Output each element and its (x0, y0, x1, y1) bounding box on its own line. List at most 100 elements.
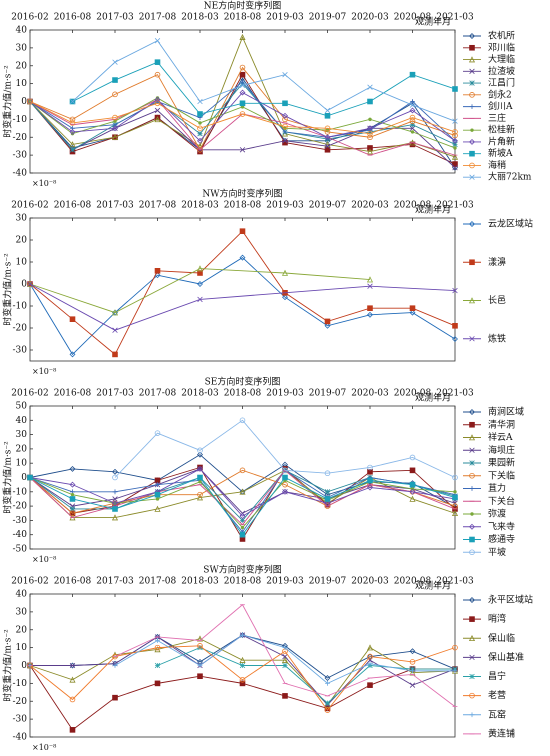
marker (69, 662, 76, 669)
marker (324, 143, 331, 149)
marker (324, 675, 331, 681)
marker (112, 125, 118, 132)
y-tick-label: -20 (13, 502, 28, 512)
y-tick-label: -50 (13, 545, 28, 555)
legend-marker (469, 460, 475, 466)
marker (198, 480, 202, 484)
series-line (29, 468, 456, 517)
marker (282, 112, 288, 119)
marker (324, 322, 331, 329)
x-tick-label: 2016-02 (11, 577, 48, 587)
marker (154, 477, 161, 484)
marker (452, 141, 458, 148)
marker (239, 467, 246, 474)
marker (452, 494, 458, 501)
marker (112, 489, 118, 495)
marker (324, 707, 331, 713)
marker (197, 464, 203, 471)
marker (367, 653, 373, 660)
marker (409, 495, 416, 502)
legend-marker (469, 472, 475, 479)
y-tick-label: 0 (21, 473, 27, 483)
marker (197, 111, 203, 117)
marker (324, 489, 331, 495)
marker (452, 474, 458, 481)
marker (282, 138, 288, 144)
legend-marker (469, 174, 475, 180)
marker (367, 464, 373, 471)
marker (196, 635, 204, 642)
marker (452, 164, 458, 171)
series-line (29, 230, 456, 356)
x-tick-label: 2016-02 (11, 13, 48, 23)
legend-label: 云龙区域站 (488, 218, 533, 230)
x-tick-label: 2018-08 (224, 389, 262, 399)
series-line (29, 283, 456, 331)
legend-label: 哨湾 (488, 613, 506, 625)
legend-marker (469, 138, 475, 145)
legend-label: 大丽72km (488, 171, 532, 183)
unit-label: ×10⁻⁸ (32, 179, 56, 188)
y-tick-label: 0 (21, 280, 27, 290)
y-tick-label: 0 (21, 661, 27, 671)
marker (27, 98, 33, 105)
marker (281, 269, 289, 276)
marker (112, 468, 118, 475)
y-axis-label: 时变重力值/m·s⁻² (2, 441, 14, 514)
legend-marker (469, 712, 475, 718)
marker (197, 465, 203, 472)
marker (452, 322, 458, 329)
legend-marker (469, 616, 475, 622)
x-axis-label: 观测年月 (415, 16, 451, 28)
y-tick-label: -10 (13, 487, 28, 497)
marker (282, 129, 288, 135)
legend-label: 昌宁 (488, 670, 506, 682)
marker (112, 59, 118, 65)
x-tick-label: 2019-07 (309, 389, 347, 399)
legend-marker (469, 486, 475, 491)
y-tick-label: -10 (13, 302, 28, 312)
marker (155, 482, 160, 488)
x-tick-label: 2017-03 (96, 389, 134, 399)
marker (197, 130, 203, 137)
series-line (29, 66, 456, 151)
legend-marker (469, 421, 475, 428)
legend-label: 炼铁 (488, 332, 506, 344)
marker (69, 676, 76, 683)
marker (197, 663, 203, 668)
legend-marker (469, 162, 475, 169)
x-tick-label: 2017-08 (139, 13, 177, 23)
legend-label: 新坡A (488, 147, 513, 159)
marker (282, 481, 288, 488)
series-line (29, 91, 456, 142)
y-tick-label: -40 (13, 733, 28, 743)
marker (239, 100, 246, 107)
marker (409, 454, 416, 461)
legend-label: 南涧区域 (488, 406, 524, 418)
marker (111, 133, 119, 141)
marker (324, 137, 331, 144)
marker (324, 134, 331, 141)
y-tick-label: 10 (16, 643, 28, 653)
marker (111, 514, 119, 521)
marker (69, 116, 76, 123)
marker (452, 86, 458, 92)
marker (409, 682, 416, 688)
marker (239, 513, 246, 520)
legend-marker (468, 434, 476, 441)
y-tick-label: -40 (13, 169, 28, 179)
marker (367, 134, 373, 141)
x-tick-label: 2019-03 (266, 13, 304, 23)
marker (196, 142, 204, 149)
marker (69, 128, 76, 135)
marker (69, 496, 76, 502)
marker (154, 644, 161, 651)
legend-label: 弥渡 (488, 508, 506, 520)
legend-label: 大理临 (488, 53, 515, 65)
y-tick-label: -30 (13, 715, 28, 725)
marker (69, 481, 76, 488)
legend-label: 江昌门 (488, 77, 515, 89)
legend-marker (469, 654, 475, 661)
x-tick-label: 2020-08 (394, 389, 432, 399)
marker (239, 488, 246, 495)
